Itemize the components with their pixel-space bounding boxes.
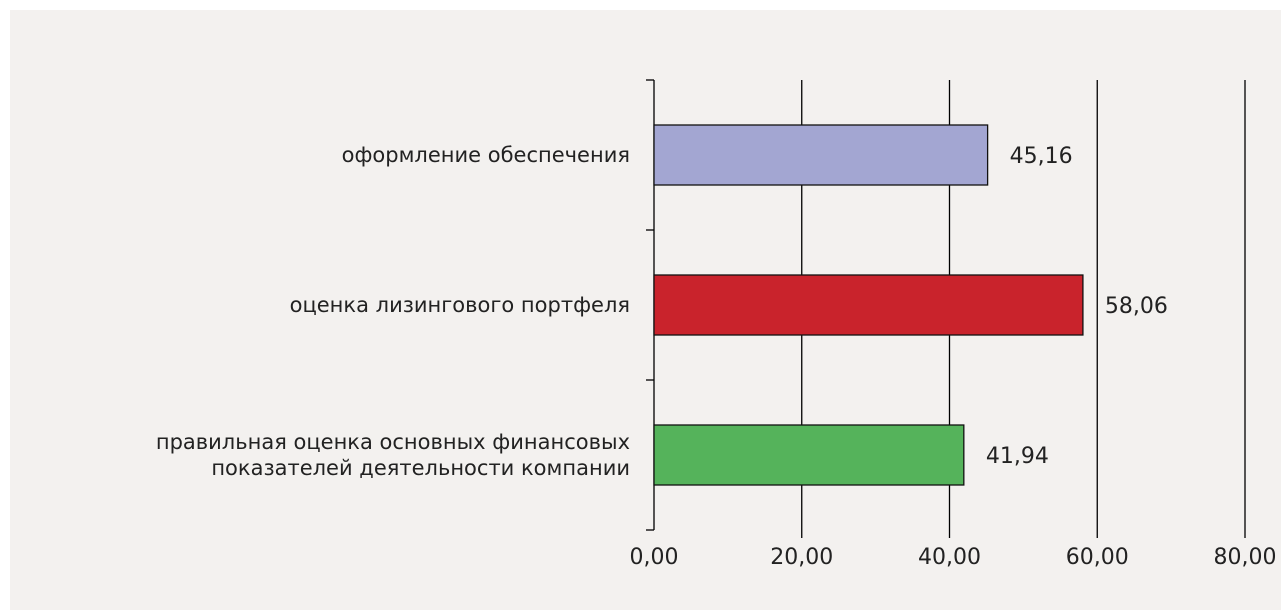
data-label: 58,06 [1105, 294, 1168, 319]
data-label: 41,94 [986, 444, 1049, 469]
bars [653, 124, 1084, 486]
x-tick-label: 60,00 [1066, 545, 1129, 570]
x-tick-label: 20,00 [770, 545, 833, 570]
x-tick-label: 0,00 [630, 545, 679, 570]
bar [653, 274, 1084, 336]
category-label: правильная оценка основных финансовых [156, 430, 630, 454]
data-label: 45,16 [1010, 144, 1073, 169]
x-tick-label: 80,00 [1214, 545, 1277, 570]
category-label: оценка лизингового портфеля [290, 293, 630, 317]
labels: 0,00 20,00 40,00 60,00 80,00 45,16 оформление … [156, 143, 1277, 570]
x-tick-label: 40,00 [918, 545, 981, 570]
bar [653, 424, 965, 486]
category-label: оформление обеспечения [342, 143, 630, 167]
category-label: показателей деятельности компании [211, 456, 630, 480]
bar [653, 124, 989, 186]
